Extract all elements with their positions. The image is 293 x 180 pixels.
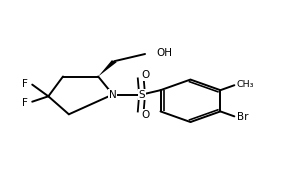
Text: OH: OH xyxy=(157,48,173,58)
Text: F: F xyxy=(22,98,28,108)
Text: F: F xyxy=(22,79,28,89)
Text: N: N xyxy=(109,89,117,100)
Text: Br: Br xyxy=(237,112,248,122)
Polygon shape xyxy=(98,60,117,76)
Text: S: S xyxy=(139,89,145,100)
Text: O: O xyxy=(142,70,150,80)
Text: O: O xyxy=(142,110,150,120)
Text: CH₃: CH₃ xyxy=(237,80,254,89)
